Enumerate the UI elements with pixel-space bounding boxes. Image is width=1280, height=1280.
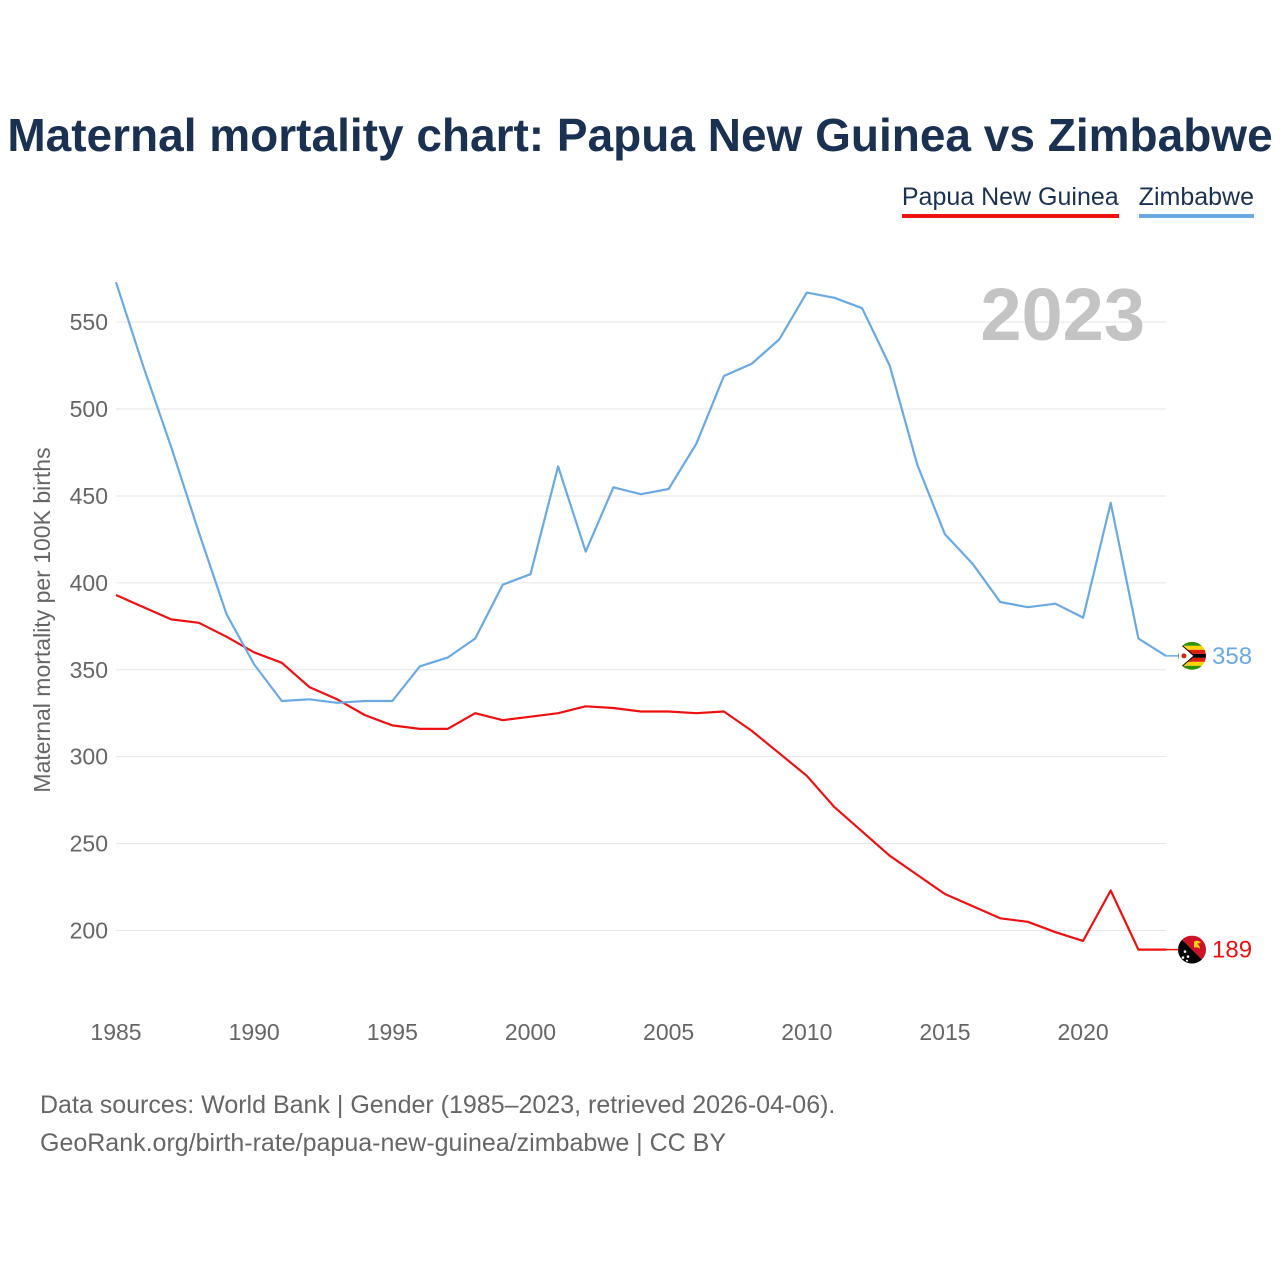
chart-title: Maternal mortality chart: Papua New Guin… (7, 109, 1273, 161)
legend-item-zimbabwe[interactable]: Zimbabwe (1138, 182, 1254, 218)
series-lines (114, 281, 1167, 951)
source-footer: Data sources: World Bank | Gender (1985–… (40, 1086, 835, 1162)
grid-lines (116, 321, 1166, 931)
line-chart: 200 250 300 350 400 450 500 550 1985 1990 1995 200… (29, 273, 1252, 1045)
y-tick-label: 500 (70, 396, 108, 422)
x-tick-label: 1990 (229, 1019, 280, 1045)
source-link[interactable]: GeoRank.org/birth-rate/papua-new-guinea/… (40, 1129, 727, 1157)
source-line: Data sources: World Bank | Gender (1985–… (40, 1091, 836, 1119)
y-tick-label: 300 (70, 744, 108, 770)
x-tick-label: 2005 (643, 1019, 694, 1045)
x-tick-label: 1985 (90, 1019, 141, 1045)
series-line-zimbabwe (114, 281, 1167, 704)
y-tick-label: 400 (70, 570, 108, 596)
x-axis-ticks: 1985 1990 1995 2000 2005 2010 2015 2020 (90, 1019, 1108, 1045)
x-tick-label: 2020 (1058, 1019, 1109, 1045)
y-axis-ticks: 200 250 300 350 400 450 500 550 (70, 309, 108, 943)
x-tick-label: 2010 (781, 1019, 832, 1045)
x-tick-label: 2000 (505, 1019, 556, 1045)
zimbabwe-flag-icon (1178, 641, 1206, 670)
y-tick-label: 550 (70, 309, 108, 335)
end-value-label: 189 (1212, 937, 1252, 964)
x-tick-label: 1995 (367, 1019, 418, 1045)
y-tick-label: 250 (70, 831, 108, 857)
y-axis-label: Maternal mortality per 100K births (29, 447, 55, 792)
y-tick-label: 450 (70, 483, 108, 509)
series-end-markers: 189 358 (1166, 641, 1252, 964)
y-tick-label: 350 (70, 657, 108, 683)
legend-item-papua-new-guinea[interactable]: Papua New Guinea (901, 182, 1119, 218)
series-line-papua-new-guinea (115, 593, 1166, 951)
papua-new-guinea-flag-icon (1178, 935, 1206, 964)
x-tick-label: 2015 (919, 1019, 970, 1045)
legend: Papua New Guinea Zimbabwe (901, 182, 1254, 218)
y-tick-label: 200 (70, 917, 108, 943)
year-label: 2023 (980, 273, 1145, 356)
end-value-label: 358 (1212, 643, 1252, 670)
